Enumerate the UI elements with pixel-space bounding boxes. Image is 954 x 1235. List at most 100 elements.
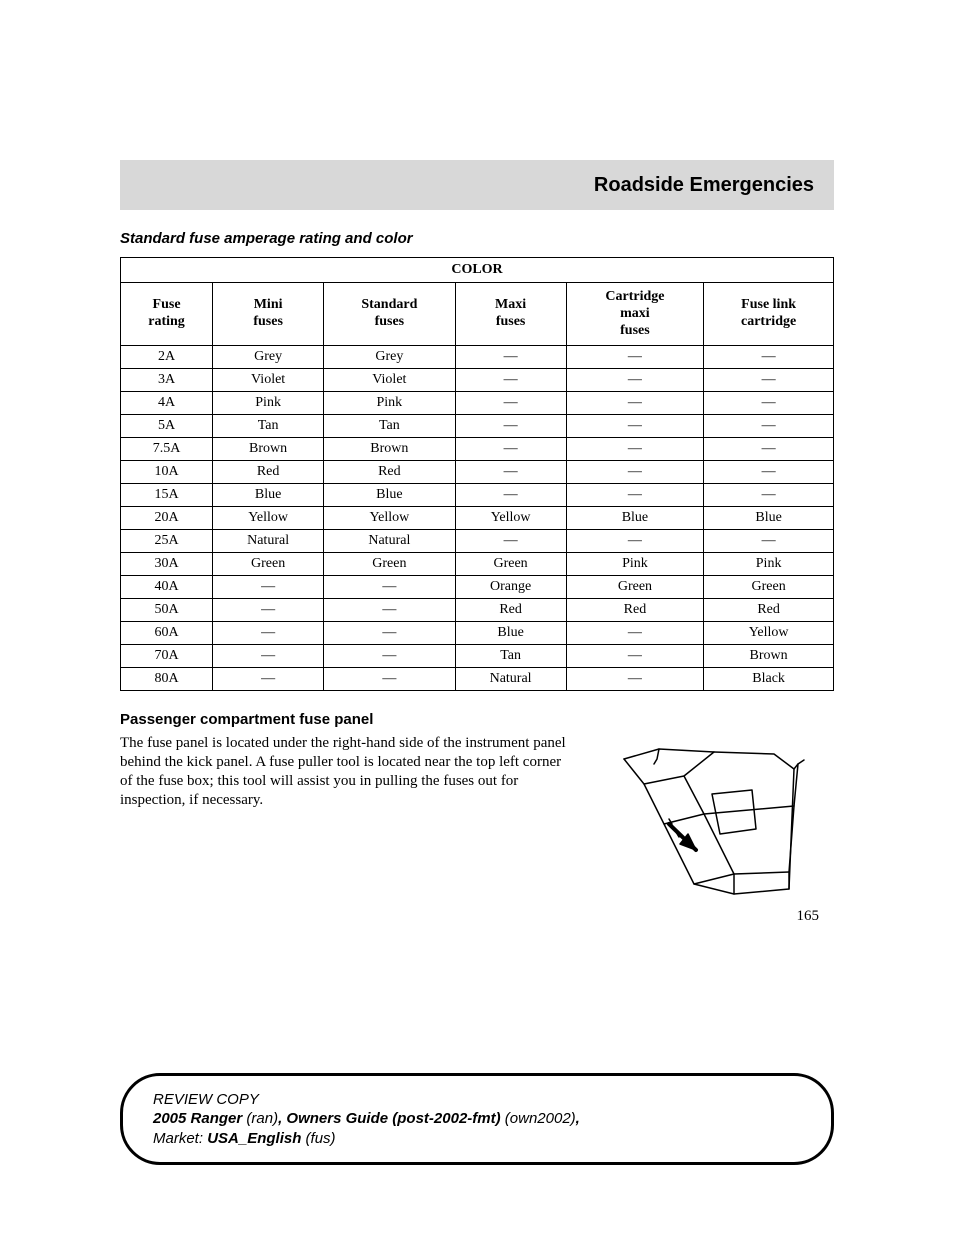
table-row: 40A——OrangeGreenGreen	[121, 576, 834, 599]
table-cell: Red	[566, 599, 704, 622]
table-cell: —	[455, 461, 566, 484]
table-cell: Green	[704, 576, 834, 599]
table-cell: —	[566, 346, 704, 369]
table-cell: —	[566, 668, 704, 691]
kick-panel-illustration	[594, 734, 834, 914]
col-header-rating: Fuserating	[121, 283, 213, 346]
table-row: 50A——RedRedRed	[121, 599, 834, 622]
table-cell: —	[455, 530, 566, 553]
table-cell: Green	[213, 553, 324, 576]
table-row: 10ARedRed———	[121, 461, 834, 484]
fuse-color-table: COLOR Fuserating Minifuses Standardfuses…	[120, 257, 834, 691]
table-cell: —	[704, 461, 834, 484]
table-row: 2AGreyGrey———	[121, 346, 834, 369]
table-cell: Orange	[455, 576, 566, 599]
col-header-fuselink: Fuse linkcartridge	[704, 283, 834, 346]
table-row: 70A——Tan—Brown	[121, 645, 834, 668]
table-cell: 3A	[121, 369, 213, 392]
table-cell: —	[455, 346, 566, 369]
table-top-header: COLOR	[121, 258, 834, 283]
table-cell: —	[704, 346, 834, 369]
page-number: 165	[797, 908, 820, 925]
passenger-fuse-body-text: The fuse panel is located under the righ…	[120, 734, 574, 809]
table-cell: Violet	[324, 369, 455, 392]
table-cell: —	[566, 645, 704, 668]
table-cell: —	[455, 438, 566, 461]
footer-vehicle: 2005 Ranger	[153, 1110, 246, 1127]
table-cell: 40A	[121, 576, 213, 599]
table-cell: —	[324, 576, 455, 599]
table-cell: 15A	[121, 484, 213, 507]
table-cell: Brown	[324, 438, 455, 461]
table-cell: 70A	[121, 645, 213, 668]
footer-box: REVIEW COPY 2005 Ranger (ran), Owners Gu…	[120, 1073, 834, 1166]
table-row: 25ANaturalNatural———	[121, 530, 834, 553]
table-row: 3AVioletViolet———	[121, 369, 834, 392]
table-cell: Green	[455, 553, 566, 576]
table-cell: 2A	[121, 346, 213, 369]
footer-guide-code: (own2002)	[505, 1110, 576, 1127]
table-cell: Green	[566, 576, 704, 599]
table-cell: Tan	[324, 415, 455, 438]
table-cell: 60A	[121, 622, 213, 645]
table-cell: 30A	[121, 553, 213, 576]
table-cell: 7.5A	[121, 438, 213, 461]
table-cell: —	[566, 530, 704, 553]
table-row: 20AYellowYellowYellowBlueBlue	[121, 507, 834, 530]
table-cell: —	[213, 576, 324, 599]
table-cell: —	[324, 622, 455, 645]
section-heading-fuse-color: Standard fuse amperage rating and color	[120, 230, 834, 247]
table-cell: Tan	[213, 415, 324, 438]
footer-market-label: Market:	[153, 1130, 207, 1147]
table-cell: —	[704, 530, 834, 553]
table-cell: —	[704, 392, 834, 415]
table-cell: —	[704, 415, 834, 438]
table-cell: —	[455, 369, 566, 392]
table-cell: —	[566, 369, 704, 392]
table-cell: —	[704, 484, 834, 507]
table-cell: Brown	[213, 438, 324, 461]
table-cell: Blue	[324, 484, 455, 507]
footer-guide: Owners Guide (post-2002-fmt)	[286, 1110, 504, 1127]
table-cell: —	[455, 484, 566, 507]
table-cell: Yellow	[455, 507, 566, 530]
table-cell: Grey	[213, 346, 324, 369]
footer-market: USA_English	[207, 1130, 305, 1147]
table-cell: Pink	[566, 553, 704, 576]
table-cell: 20A	[121, 507, 213, 530]
table-cell: —	[566, 438, 704, 461]
table-cell: —	[213, 599, 324, 622]
table-cell: Tan	[455, 645, 566, 668]
table-row: 15ABlueBlue———	[121, 484, 834, 507]
table-row: 80A——Natural—Black	[121, 668, 834, 691]
table-row: 5ATanTan———	[121, 415, 834, 438]
table-cell: —	[566, 415, 704, 438]
footer-line-1: REVIEW COPY	[153, 1090, 801, 1110]
footer-vehicle-code: (ran)	[246, 1110, 278, 1127]
table-cell: Pink	[324, 392, 455, 415]
table-cell: Red	[324, 461, 455, 484]
footer-sep2: ,	[576, 1110, 580, 1127]
table-cell: Pink	[704, 553, 834, 576]
table-cell: —	[704, 438, 834, 461]
table-cell: —	[566, 622, 704, 645]
table-cell: Natural	[213, 530, 324, 553]
footer-line-2: 2005 Ranger (ran), Owners Guide (post-20…	[153, 1109, 801, 1129]
table-row: 60A——Blue—Yellow	[121, 622, 834, 645]
page-header: Roadside Emergencies	[120, 160, 834, 210]
table-cell: 25A	[121, 530, 213, 553]
table-cell: Black	[704, 668, 834, 691]
table-cell: —	[566, 461, 704, 484]
col-header-standard: Standardfuses	[324, 283, 455, 346]
table-cell: —	[455, 392, 566, 415]
table-cell: Blue	[566, 507, 704, 530]
table-cell: —	[213, 645, 324, 668]
section-heading-passenger-fuse: Passenger compartment fuse panel	[120, 711, 834, 728]
table-cell: —	[566, 392, 704, 415]
table-cell: Green	[324, 553, 455, 576]
table-cell: Grey	[324, 346, 455, 369]
footer-market-code: (fus)	[306, 1130, 336, 1147]
header-title: Roadside Emergencies	[594, 174, 814, 197]
table-cell: Yellow	[704, 622, 834, 645]
table-cell: Brown	[704, 645, 834, 668]
